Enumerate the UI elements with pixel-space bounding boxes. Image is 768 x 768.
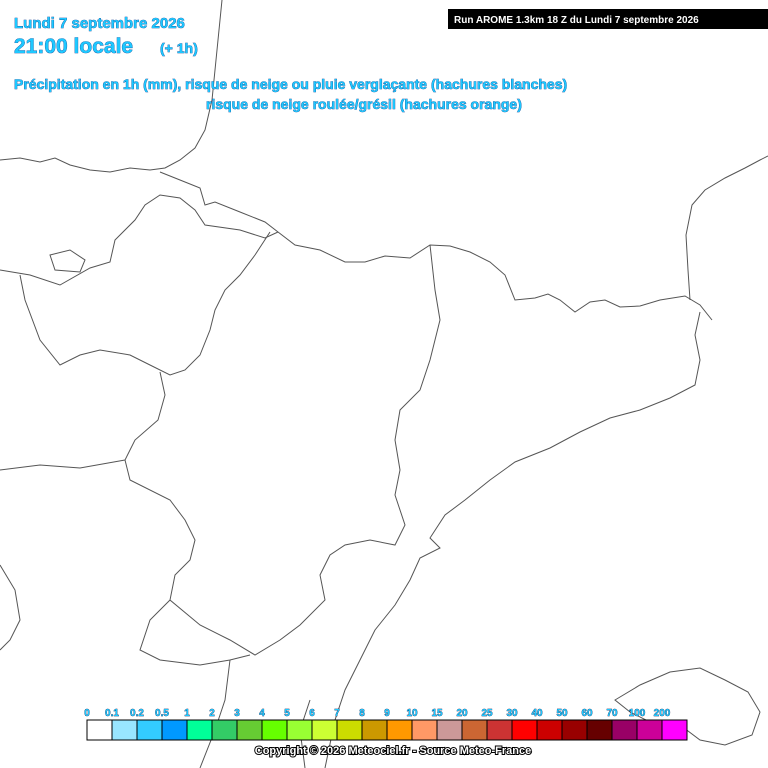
legend-label: 0.5	[155, 708, 169, 719]
legend-swatch	[636, 719, 663, 741]
legend-label: 100	[629, 708, 646, 719]
legend-swatch	[86, 719, 113, 741]
legend-swatch	[211, 719, 238, 741]
region-border	[19, 231, 271, 376]
region-border	[139, 599, 251, 666]
legend-swatch	[536, 719, 563, 741]
date: Lundi 7 septembre 2026	[14, 15, 185, 32]
run-info: Run AROME 1.3km 18 Z du Lundi 7 septembr…	[454, 15, 699, 26]
region-border	[0, 194, 279, 286]
legend: 0 0.1 0.2 0.5 1 2 3 4 5 6 7 8 9 10 15 20 25 30 40 50 60 70 100…	[84, 708, 688, 741]
legend-swatch	[561, 719, 588, 741]
time: 21:00 locale	[14, 35, 133, 58]
legend-label: 30	[506, 708, 518, 719]
run-box	[448, 9, 768, 29]
border-pyrenees	[159, 171, 713, 321]
legend-label: 25	[481, 708, 493, 719]
coast-catalonia	[324, 311, 701, 768]
region-border	[0, 459, 126, 471]
region-border	[199, 659, 231, 768]
legend-swatch	[286, 719, 313, 741]
legend-label: 9	[384, 708, 390, 719]
subtitle-2: risque de neige roulée/grésil (hachures …	[206, 96, 522, 112]
legend-label: 50	[556, 708, 568, 719]
legend-swatch	[586, 719, 613, 741]
legend-label: 7	[334, 708, 340, 719]
legend-label: 0.2	[130, 708, 144, 719]
legend-swatch	[611, 719, 638, 741]
legend-label: 20	[456, 708, 468, 719]
legend-swatch	[311, 719, 338, 741]
copyright: Copyright © 2026 Meteociel.fr - Source M…	[255, 745, 531, 757]
legend-label: 15	[431, 708, 443, 719]
legend-label: 3	[234, 708, 240, 719]
legend-swatch	[386, 719, 413, 741]
coast-atlantic	[0, 0, 223, 173]
region-border	[49, 249, 86, 273]
legend-label: 6	[309, 708, 315, 719]
offset: (+ 1h)	[160, 40, 198, 56]
legend-swatch	[486, 719, 513, 741]
legend-swatch	[461, 719, 488, 741]
legend-label: 60	[581, 708, 593, 719]
legend-swatch	[186, 719, 213, 741]
legend-label: 8	[359, 708, 365, 719]
legend-label: 0	[84, 708, 90, 719]
legend-swatch	[411, 719, 438, 741]
legend-swatch	[511, 719, 538, 741]
coast-gulf-lion	[685, 155, 768, 301]
legend-label: 0.1	[105, 708, 119, 719]
legend-label: 5	[284, 708, 290, 719]
region-border	[124, 244, 441, 656]
legend-swatch	[436, 719, 463, 741]
legend-swatch	[111, 719, 138, 741]
subtitle-1: Précipitation en 1h (mm), risque de neig…	[14, 76, 567, 92]
legend-swatch	[336, 719, 363, 741]
legend-swatch	[161, 719, 188, 741]
legend-swatch	[361, 719, 388, 741]
legend-swatch	[661, 719, 688, 741]
legend-label: 1	[184, 708, 190, 719]
legend-label: 4	[259, 708, 265, 719]
legend-swatch	[236, 719, 263, 741]
legend-label: 10	[406, 708, 418, 719]
region-border	[0, 564, 21, 651]
legend-label: 70	[606, 708, 618, 719]
legend-swatch	[136, 719, 163, 741]
legend-label: 200	[654, 708, 671, 719]
legend-label: 40	[531, 708, 543, 719]
legend-label: 2	[209, 708, 215, 719]
legend-swatch	[261, 719, 288, 741]
